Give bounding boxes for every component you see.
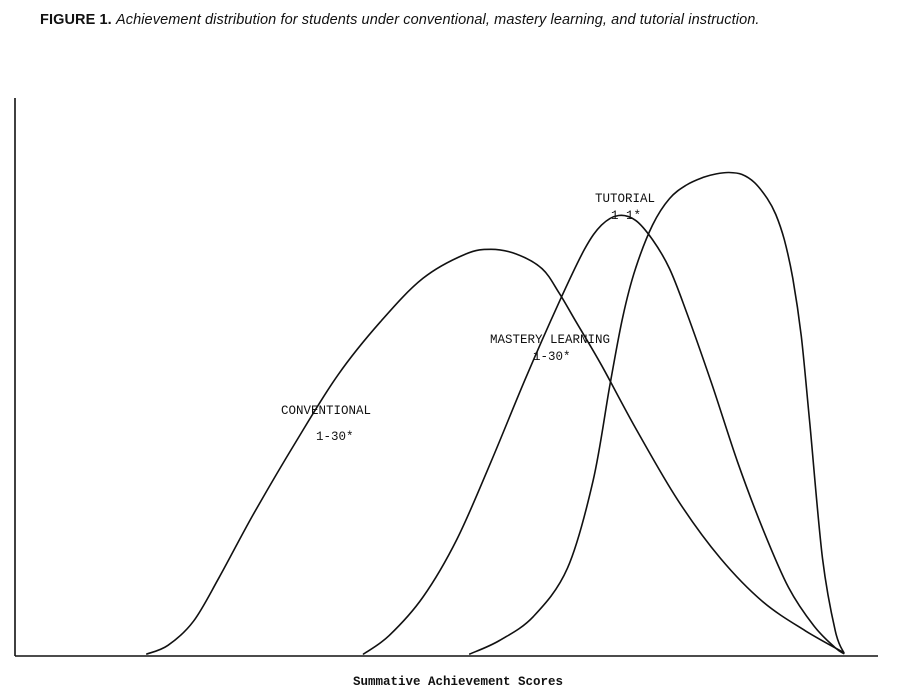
x-axis-label: Summative Achievement Scores (353, 675, 563, 687)
figure-caption-text: Achievement distribution for students un… (115, 12, 760, 28)
tutorial-annotation: 1-1* (611, 209, 641, 223)
conventional-label: CONVENTIONAL (281, 404, 371, 418)
tutorial-curve (469, 171, 845, 655)
figure-number: FIGURE 1. (40, 12, 112, 28)
tutorial-label: TUTORIAL (595, 192, 655, 206)
mastery-learning-curve (362, 214, 845, 655)
figure-caption: FIGURE 1. Achievement distribution for s… (40, 11, 880, 29)
conventional-annotation: 1-30* (316, 430, 354, 444)
mastery-learning-annotation: 1-30* (533, 350, 571, 364)
curves-group (146, 171, 845, 655)
conventional-curve (146, 248, 845, 655)
mastery-learning-label: MASTERY LEARNING (490, 333, 610, 347)
